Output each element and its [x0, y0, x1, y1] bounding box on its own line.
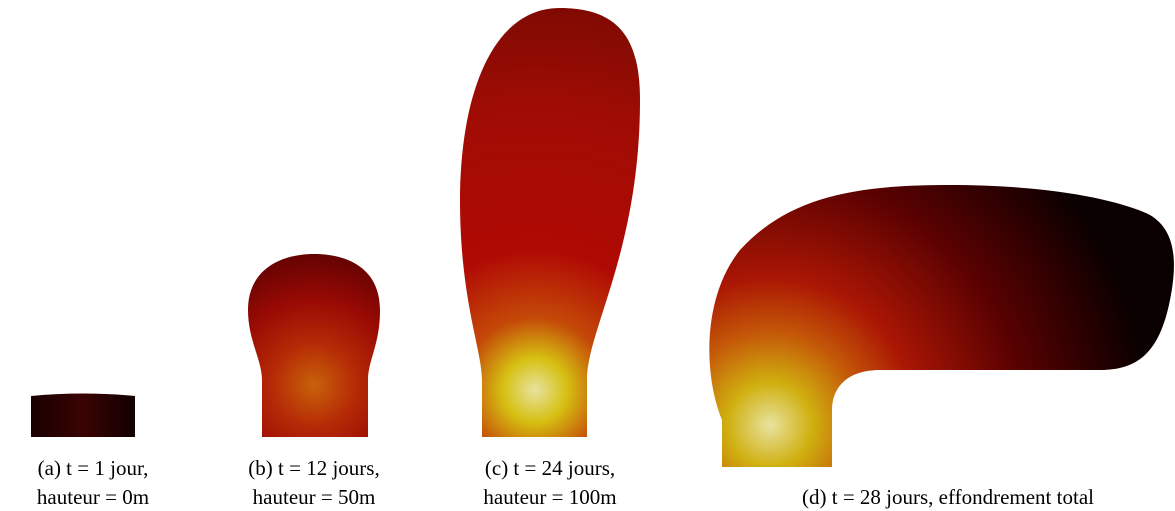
caption: (c) t = 24 jours, [485, 456, 615, 480]
panel-b-shape [248, 254, 380, 437]
panel-a-shape [31, 394, 135, 438]
caption: (b) t = 12 jours, [248, 456, 379, 480]
caption: hauteur = 0m [37, 485, 149, 509]
caption: (d) t = 28 jours, effondrement total [802, 485, 1094, 509]
panel-d-shape [709, 185, 1174, 467]
panel-c-shape [460, 8, 640, 437]
caption: hauteur = 50m [253, 485, 376, 509]
caption: hauteur = 100m [483, 485, 616, 509]
figure: (a) t = 1 jour, hauteur = 0m (b) t = 12 … [0, 0, 1175, 511]
caption: (a) t = 1 jour, [38, 456, 149, 480]
